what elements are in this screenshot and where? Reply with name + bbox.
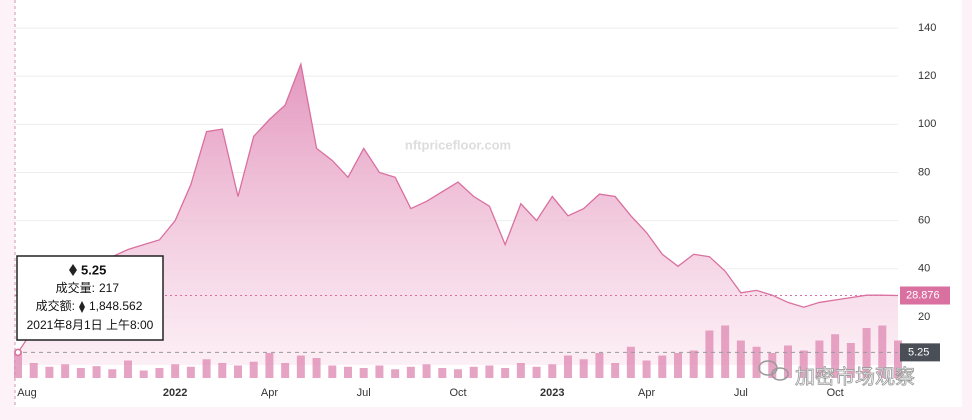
x-tick-label: Oct bbox=[449, 387, 466, 399]
volume-bar bbox=[894, 340, 902, 378]
y-tick-label: 140 bbox=[918, 22, 936, 34]
x-tick-label: Jul bbox=[734, 387, 748, 399]
crosshair-tag bbox=[900, 343, 940, 362]
volume-bar bbox=[721, 325, 730, 378]
volume-bar bbox=[265, 353, 274, 378]
volume-bar bbox=[139, 370, 148, 378]
volume-bar bbox=[391, 369, 400, 378]
volume-bar bbox=[375, 365, 384, 378]
price-area bbox=[18, 64, 898, 366]
volume-bar bbox=[406, 366, 415, 378]
volume-bar bbox=[626, 346, 635, 378]
volume-bar bbox=[281, 363, 290, 378]
volume-bar bbox=[438, 368, 447, 378]
volume-bar bbox=[296, 355, 305, 378]
y-tick-label: 80 bbox=[918, 166, 930, 178]
volume-bar bbox=[689, 350, 698, 378]
volume-bar bbox=[469, 366, 478, 378]
watermark: nftpricefloor.com bbox=[405, 137, 511, 152]
brand: 加密市场观察 bbox=[795, 365, 915, 388]
eth-icon bbox=[79, 301, 85, 313]
volume-bar bbox=[359, 368, 368, 378]
volume-bar bbox=[234, 365, 242, 378]
volume-bar bbox=[155, 368, 164, 378]
volume-bar bbox=[171, 364, 180, 378]
volume-bar bbox=[124, 360, 132, 378]
tooltip-date: 2021年8月1日 上午8:00 bbox=[27, 318, 154, 332]
x-tick-label: Apr bbox=[638, 387, 655, 399]
tooltip-amount-label: 成交额: bbox=[36, 298, 75, 313]
y-tick-label: 60 bbox=[918, 215, 930, 227]
volume-bar bbox=[501, 368, 510, 378]
volume-bar bbox=[61, 364, 70, 378]
y-tick-label: 100 bbox=[918, 118, 936, 130]
volume-bar bbox=[516, 363, 525, 378]
volume-bar bbox=[218, 363, 227, 378]
volume-bar bbox=[642, 360, 651, 378]
brand-icon bbox=[758, 360, 789, 381]
volume-bar bbox=[29, 363, 38, 378]
volume-bar bbox=[76, 368, 85, 378]
volume-bar bbox=[815, 340, 824, 378]
volume-bar bbox=[564, 355, 572, 378]
last-price-label: 28.876 bbox=[906, 289, 940, 301]
volume-bar bbox=[548, 364, 557, 378]
volume-bar bbox=[595, 353, 604, 378]
volume-bar bbox=[846, 343, 855, 378]
volume-bar bbox=[186, 366, 195, 378]
crosshair-point bbox=[14, 348, 22, 357]
volume-bar bbox=[611, 363, 620, 378]
volume-bar bbox=[768, 353, 777, 378]
volume-bar bbox=[422, 364, 431, 378]
volume-bar bbox=[344, 366, 352, 378]
tooltip-amount: 1,848.562 bbox=[89, 299, 143, 313]
x-tick-label: 2022 bbox=[163, 387, 187, 399]
volume-bar bbox=[705, 330, 714, 378]
x-tick-label: 2023 bbox=[540, 387, 564, 399]
volume-bar bbox=[878, 325, 887, 378]
tooltip-price: 5.25 bbox=[81, 262, 106, 277]
crosshair-label: 5.25 bbox=[908, 346, 929, 358]
x-tick-label: Jul bbox=[357, 387, 371, 399]
volume-bar bbox=[485, 365, 494, 378]
volume-bar bbox=[312, 358, 321, 378]
volume-bar bbox=[45, 366, 54, 378]
volume-bar bbox=[862, 328, 871, 378]
y-tick-label: 20 bbox=[918, 311, 930, 323]
eth-icon bbox=[69, 264, 77, 276]
volume-bar bbox=[532, 366, 541, 378]
tooltip-box bbox=[16, 255, 164, 341]
volume-bar bbox=[108, 369, 117, 378]
last-price-tag bbox=[900, 286, 950, 305]
y-tick-label: 120 bbox=[918, 70, 936, 82]
volume-bar bbox=[736, 340, 745, 378]
x-tick-label: Oct bbox=[827, 387, 844, 399]
volume-bar bbox=[674, 353, 682, 378]
volume-bar bbox=[658, 355, 667, 378]
tooltip-volume: 217 bbox=[99, 281, 119, 295]
volume-bar bbox=[454, 369, 462, 378]
tooltip: 5.25 成交量: 217 成交额: 1,848.562 2021年8月1日 上… bbox=[16, 255, 164, 341]
y-tick-label: 40 bbox=[918, 263, 930, 275]
volume-bar bbox=[14, 350, 22, 378]
x-tick-label: Aug bbox=[17, 387, 37, 399]
tooltip-volume-label: 成交量: bbox=[56, 280, 95, 295]
volume-bar bbox=[831, 334, 840, 378]
volume-bar bbox=[249, 361, 258, 378]
volume-bar bbox=[92, 366, 101, 378]
volume-bar bbox=[202, 359, 211, 378]
volume-bar bbox=[328, 365, 337, 378]
volume-bar bbox=[752, 346, 761, 378]
x-tick-label: Apr bbox=[261, 387, 278, 399]
volume-bar bbox=[784, 345, 792, 378]
volume-bar bbox=[799, 350, 808, 378]
price-line bbox=[17, 61, 899, 353]
volume-bar bbox=[579, 359, 588, 378]
